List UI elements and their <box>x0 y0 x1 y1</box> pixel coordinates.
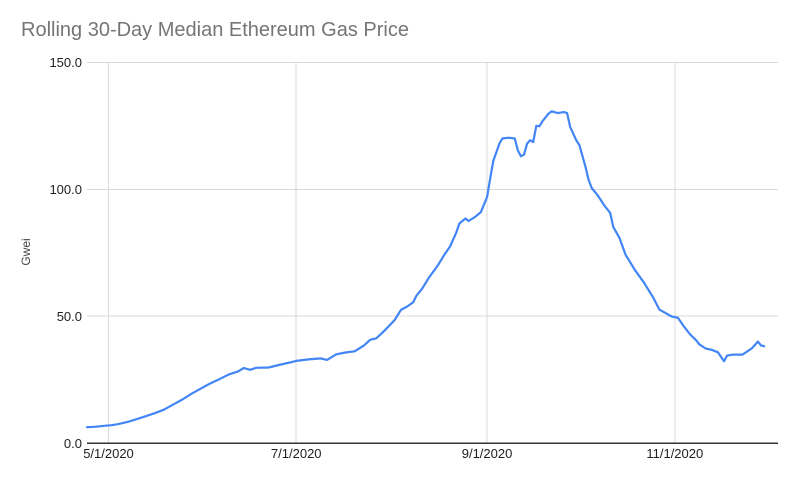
y-tick-label: 100.0 <box>49 181 82 197</box>
gas-price-line <box>85 110 766 429</box>
x-tick-label: 5/1/2020 <box>83 446 134 461</box>
x-tick-label: 11/1/2020 <box>646 446 704 461</box>
y-tick-label: 150.0 <box>49 54 82 70</box>
y-tick-label: 0.0 <box>63 435 82 451</box>
y-tick-label: 50.0 <box>56 308 82 324</box>
x-tick-label: 7/1/2020 <box>270 446 322 461</box>
chart-title: Rolling 30-Day Median Ethereum Gas Price <box>21 19 409 41</box>
x-tick-label: 9/1/2020 <box>461 446 513 461</box>
